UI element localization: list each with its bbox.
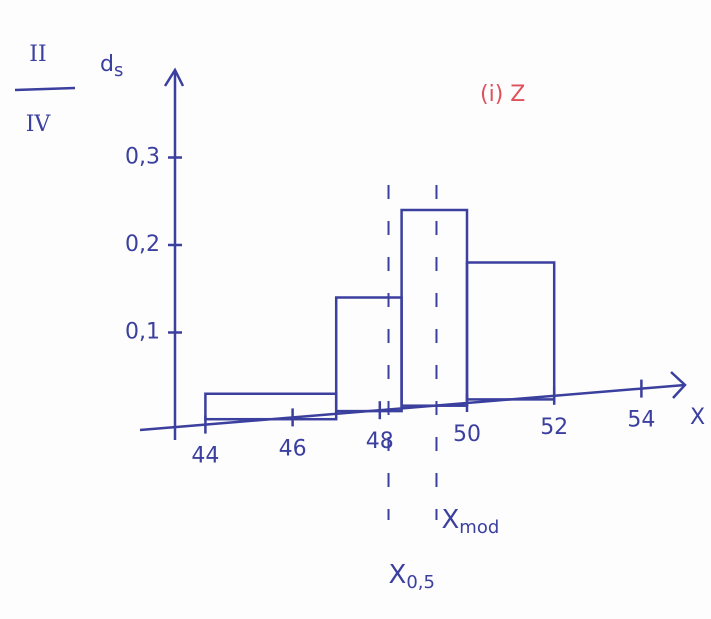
x-tick-label: 46 xyxy=(279,436,307,461)
marker-label-main: X xyxy=(389,560,407,590)
x-tick-label: 44 xyxy=(191,444,219,469)
side-label: II xyxy=(29,42,46,67)
x-axis-label: X xyxy=(690,405,705,430)
y-tick-label: 0,3 xyxy=(125,145,160,170)
marker-label-sub: mod xyxy=(459,517,499,538)
side-label: IV xyxy=(26,112,52,137)
x-tick-label: 48 xyxy=(366,429,394,454)
marker-label-sub: 0,5 xyxy=(406,572,435,593)
y-axis-label-sub: s xyxy=(114,60,123,81)
marker-label-main: X xyxy=(441,505,459,535)
x-tick-label: 54 xyxy=(627,408,655,433)
y-tick-label: 0,2 xyxy=(125,232,160,257)
x-tick-label: 50 xyxy=(453,422,481,447)
y-axis-label-main: d xyxy=(100,52,114,77)
background xyxy=(0,0,711,619)
x-tick-label: 52 xyxy=(540,415,568,440)
title: (i) Z xyxy=(480,82,525,107)
y-tick-label: 0,1 xyxy=(125,320,160,345)
chart: 0,10,20,3444648505254X0,5XmodXds(i) ZIII… xyxy=(0,0,711,619)
